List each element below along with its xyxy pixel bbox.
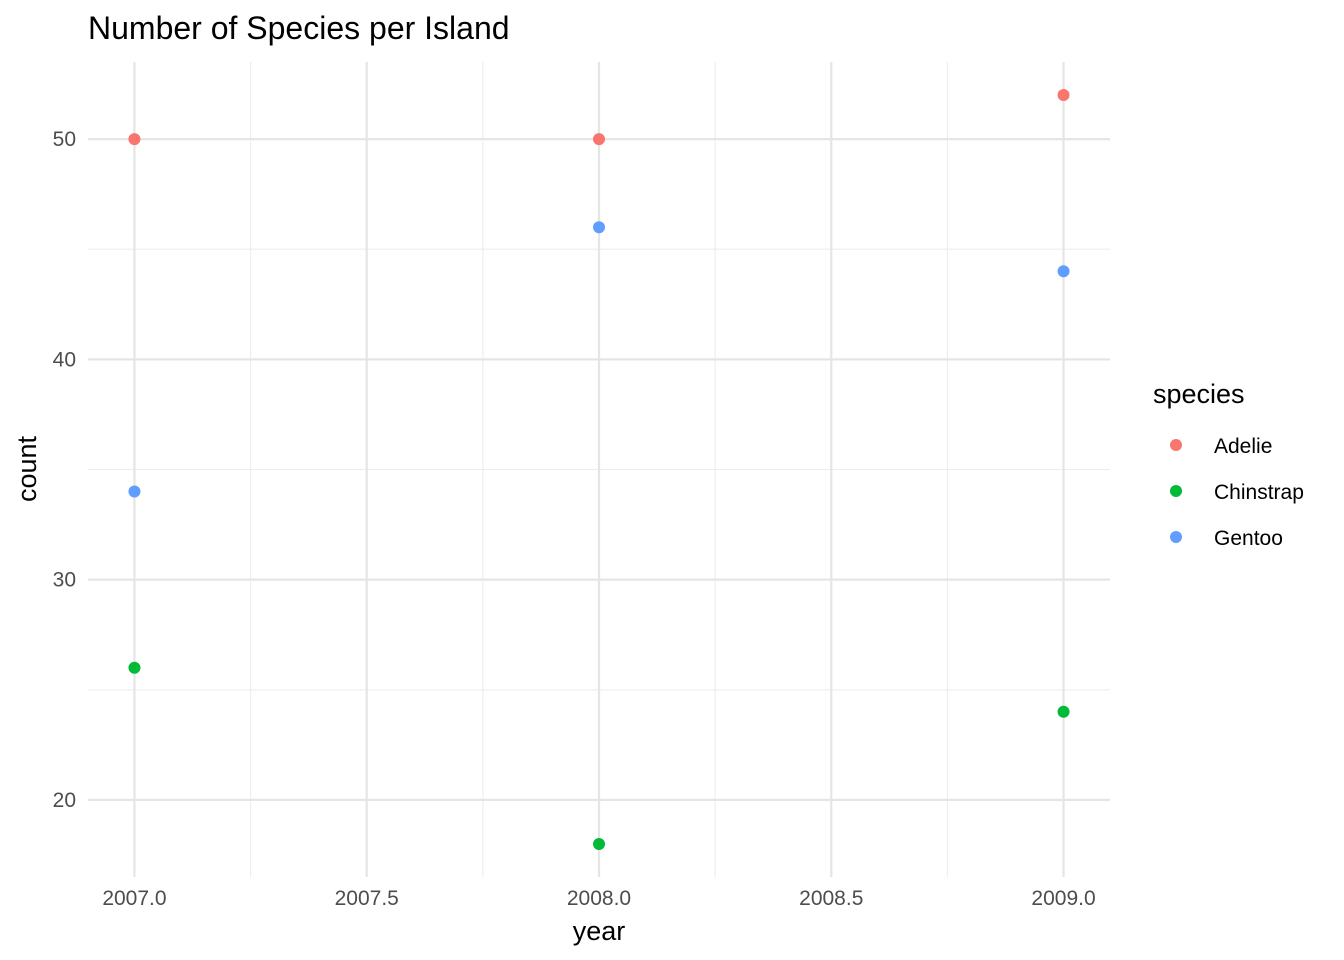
legend-items: Adelie Chinstrap Gentoo: [1170, 435, 1304, 550]
x-tick-label: 2009.0: [1031, 887, 1095, 910]
legend-label-gentoo: Gentoo: [1214, 527, 1283, 550]
x-tick-label: 2007.0: [102, 887, 166, 910]
plot-grid: [88, 62, 1110, 877]
data-point-gentoo: [128, 485, 141, 498]
x-tick-label: 2008.5: [799, 887, 863, 910]
chart-title: Number of Species per Island: [88, 10, 510, 46]
data-point-adelie: [128, 133, 141, 146]
legend-title: species: [1153, 379, 1245, 409]
legend-key-gentoo: [1170, 531, 1182, 543]
data-point-chinstrap: [593, 837, 605, 850]
y-tick-label: 50: [53, 128, 76, 151]
legend-label-chinstrap: Chinstrap: [1214, 481, 1304, 504]
x-tick-label: 2008.0: [567, 887, 631, 910]
data-point-gentoo: [1057, 265, 1070, 278]
data-point-adelie: [593, 133, 605, 146]
data-points: [128, 89, 1070, 850]
x-axis-ticks: 2007.0 2007.5 2008.0 2008.5 2009.0: [102, 887, 1095, 910]
x-axis-title: year: [573, 916, 626, 946]
data-point-gentoo: [593, 221, 605, 234]
y-axis-ticks: 20 30 40 50: [53, 128, 76, 812]
y-tick-label: 20: [53, 789, 76, 812]
data-point-adelie: [1057, 89, 1070, 102]
data-point-chinstrap: [128, 661, 141, 674]
y-axis-title: count: [12, 435, 42, 502]
legend-label-adelie: Adelie: [1214, 435, 1272, 458]
y-tick-label: 40: [53, 348, 76, 371]
legend-key-adelie: [1170, 439, 1182, 451]
data-point-chinstrap: [1057, 705, 1070, 718]
legend: species Adelie Chinstrap Gentoo: [1153, 379, 1304, 550]
legend-key-chinstrap: [1170, 485, 1182, 497]
y-tick-label: 30: [53, 569, 76, 592]
x-tick-label: 2007.5: [335, 887, 399, 910]
